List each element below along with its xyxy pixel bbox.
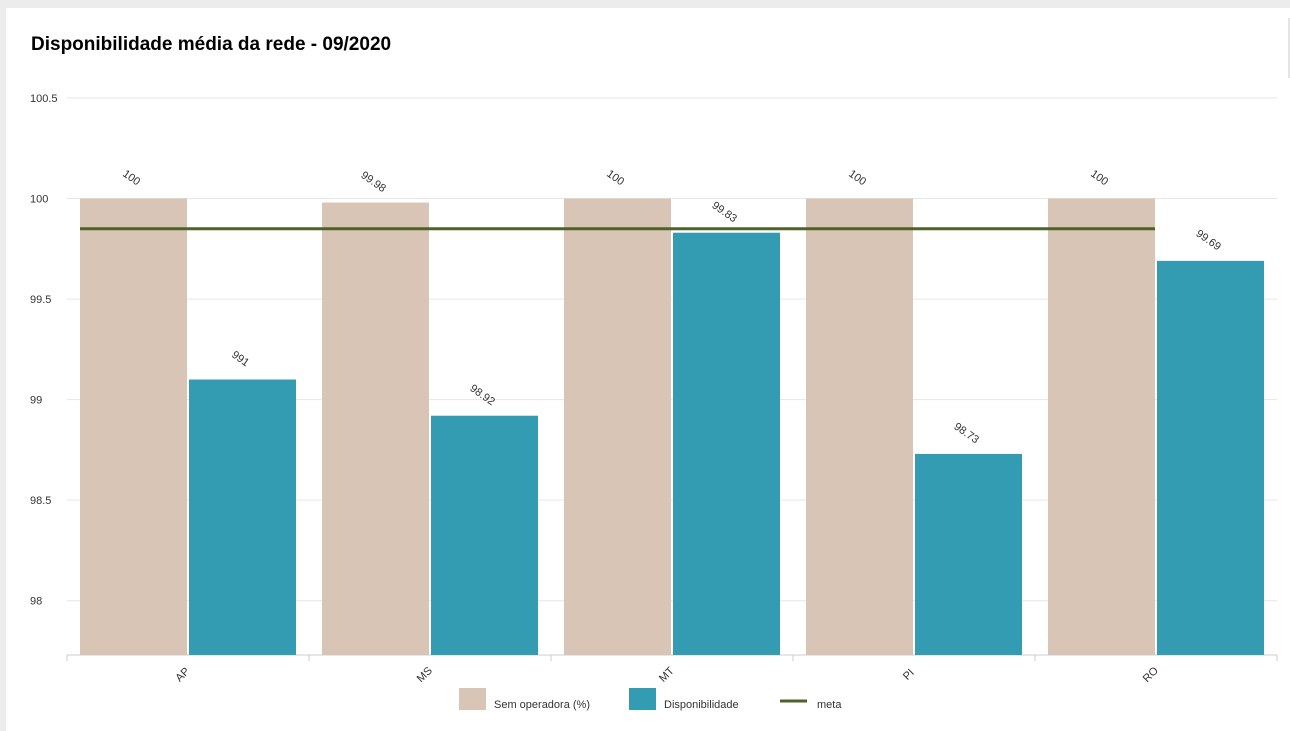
bar-sem-operadora-ms[interactable] [322, 202, 429, 655]
bar-disponibilidade-ap[interactable] [189, 379, 296, 655]
data-label: 100 [120, 168, 142, 188]
legend-label-meta: meta [817, 699, 842, 711]
x-tick-label: MS [415, 665, 435, 685]
bar-disponibilidade-ro[interactable] [1157, 260, 1264, 655]
y-tick-label: 99 [30, 395, 42, 407]
data-label: 98.92 [468, 382, 497, 408]
bar-sem-operadora-mt[interactable] [564, 198, 671, 656]
y-tick-label: 98.5 [30, 495, 51, 507]
legend-swatch-sem-operadora[interactable] [459, 688, 486, 710]
data-label: 100 [846, 168, 868, 188]
x-tick-label: RO [1141, 664, 1161, 684]
data-label: 98.73 [952, 421, 981, 447]
bar-sem-operadora-pi[interactable] [806, 198, 913, 656]
data-label: 99.69 [1194, 228, 1223, 254]
data-label: 99.83 [710, 199, 739, 225]
y-tick-label: 100 [30, 194, 48, 206]
chart-title: Disponibilidade média da rede - 09/2020 [31, 34, 392, 55]
bar-sem-operadora-ap[interactable] [80, 198, 187, 656]
x-tick-label: AP [173, 665, 192, 684]
bar-disponibilidade-pi[interactable] [915, 453, 1022, 655]
data-label: 100 [604, 168, 626, 188]
bar-disponibilidade-mt[interactable] [673, 232, 780, 655]
bar-disponibilidade-ms[interactable] [431, 415, 538, 655]
x-tick-label: MT [657, 665, 677, 685]
legend-swatch-disponibilidade[interactable] [629, 688, 656, 710]
legend-label-disponibilidade: Disponibilidade [664, 699, 739, 711]
y-tick-label: 98 [30, 596, 42, 608]
x-tick-label: PI [901, 667, 917, 683]
data-label: 991 [229, 349, 251, 369]
legend-label-sem-operadora: Sem operadora (%) [494, 699, 590, 711]
card-edge-divider [1288, 18, 1290, 78]
bar-sem-operadora-ro[interactable] [1048, 198, 1155, 656]
y-tick-label: 100.5 [30, 93, 58, 105]
y-tick-label: 99.5 [30, 294, 51, 306]
data-label: 99.98 [359, 169, 388, 195]
data-label: 100 [1088, 168, 1110, 188]
